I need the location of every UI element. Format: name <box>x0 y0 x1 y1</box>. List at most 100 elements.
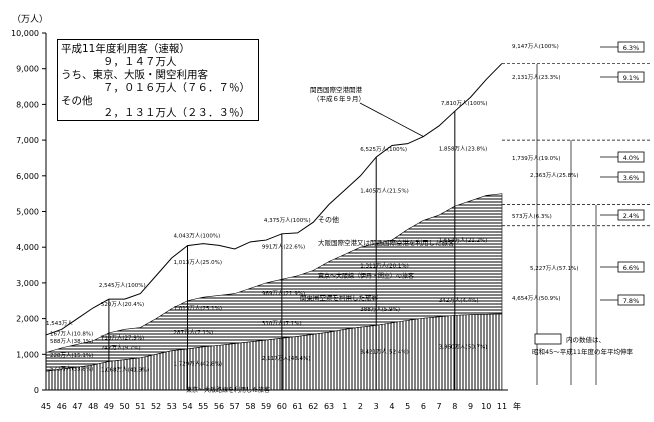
series-label-other: その他 <box>318 215 339 224</box>
x-tick-label-9: 54 <box>182 402 192 411</box>
data-label-2-4: 1,729万人(42.8%) <box>174 360 223 367</box>
legend-text-2: 昭和45～平成11年度の年平均伸率 <box>532 347 634 356</box>
data-label-1-2: 710万人(27.9%) <box>101 334 144 341</box>
data-label-3-3: 310万人(7.1%) <box>262 320 302 327</box>
data-label-1-1: 520万人(20.4%) <box>101 301 144 308</box>
y-tick-label-7: 7,000 <box>16 136 39 145</box>
y-tick-label-5: 5,000 <box>16 208 39 217</box>
right-label-4: 573万人(6.3%) <box>512 213 552 220</box>
rate-value-6: 7.8% <box>623 297 640 305</box>
x-tick-label-12: 57 <box>230 402 240 411</box>
x-tick-label-4: 49 <box>104 402 114 411</box>
series-label-kanto: 関東圏空港を利用した旅客 <box>300 293 379 302</box>
data-label-5-3: 342万人(4.4%) <box>439 297 479 304</box>
rate-value-4: 2.4% <box>623 212 640 220</box>
x-tick-label-17: 62 <box>308 402 318 411</box>
right-label-3: 2,363万人(25.8%) <box>530 172 579 179</box>
x-tick-label-22: 4 <box>389 402 394 411</box>
series-label-tokyo-osaka-short: 東京～大阪線（伊丹・関空）の旅客 <box>318 272 414 280</box>
x-tick-label-28: 10 <box>481 402 491 411</box>
right-label-6: 4,654万人(50.9%) <box>512 295 561 302</box>
data-label-1-0: 2,545万人(100%) <box>99 282 146 289</box>
y-tick-label-10: 10,000 <box>11 29 39 38</box>
x-tick-label-1: 46 <box>57 402 67 411</box>
rate-value-0: 6.3% <box>623 44 640 52</box>
rate-value-2: 4.0% <box>623 154 640 162</box>
x-tick-label-15: 60 <box>277 402 287 411</box>
area-total-other <box>46 63 502 353</box>
x-tick-label-27: 9 <box>468 402 473 411</box>
x-tick-label-25: 7 <box>437 402 442 411</box>
x-tick-label-21: 3 <box>374 402 379 411</box>
data-label-5-1: 1,858万人(23.8%) <box>439 146 488 153</box>
x-tick-label-26: 8 <box>452 402 457 411</box>
x-tick-label-13: 58 <box>245 402 255 411</box>
x-tick-label-6: 51 <box>135 402 145 411</box>
data-label-2-3: 287万人(7.1%) <box>174 329 214 336</box>
rate-value-5: 6.6% <box>623 264 640 272</box>
label-kansai-open-date: （平成６年９月） <box>313 94 365 103</box>
x-tick-label-16: 61 <box>292 402 302 411</box>
x-tick-label-10: 55 <box>198 402 208 411</box>
rate-value-3: 3.6% <box>623 174 640 182</box>
x-tick-label-20: 2 <box>358 402 363 411</box>
data-label-2-0: 4,043万人(100%) <box>174 233 221 240</box>
y-tick-label-6: 6,000 <box>16 172 39 181</box>
right-label-1: 2,131万人(23.3%) <box>512 74 561 81</box>
data-label-4-3: 388万人(5.9%) <box>360 306 400 313</box>
x-tick-label-0: 45 <box>41 402 51 411</box>
data-label-3-2: 969万人(21.9%) <box>262 290 305 297</box>
y-tick-label-3: 3,000 <box>16 279 39 288</box>
data-label-5-2: 1,653万人(21.2%) <box>439 237 488 244</box>
arrow-kansai-open <box>359 102 424 137</box>
summary-title: 平成11年度利用客（速報） <box>61 43 190 55</box>
x-tick-label-19: 1 <box>342 402 347 411</box>
data-label-4-0: 6,525万人(100%) <box>360 146 407 153</box>
x-tick-label-3: 48 <box>88 402 98 411</box>
label-kansai-open: 関西国際空港開港 <box>310 85 363 94</box>
summary-tokyo-osaka-label: うち、東京、大阪・関空利用客 <box>61 69 208 81</box>
legend-text-1: 内の数値は、 <box>566 335 605 344</box>
x-tick-label-11: 56 <box>214 402 224 411</box>
data-label-1-3: 247万人(9.7%) <box>101 344 141 351</box>
right-label-2: 1,739万人(19.0%) <box>512 155 561 162</box>
y-tick-label-9: 9,000 <box>16 65 39 74</box>
rate-value-1: 9.1% <box>623 74 640 82</box>
x-tick-label-18: 63 <box>324 402 334 411</box>
x-tick-label-24: 6 <box>421 402 426 411</box>
x-tick-label-7: 52 <box>151 402 161 411</box>
data-label-4-2: 1,311万人(20.1%) <box>360 262 409 269</box>
summary-other-label: その他 <box>61 95 93 107</box>
series-label-tokyo-osaka: 東京～大阪路線を利用した旅客 <box>186 386 270 394</box>
data-label-0-0: 1,543万人 <box>46 320 73 327</box>
data-label-5-4: 3,960万人(50.7%) <box>439 344 488 351</box>
summary-total: ９，１４７万人 <box>103 56 177 68</box>
data-label-0-3: 228万人(15.1%) <box>50 352 93 359</box>
summary-tokyo-osaka-value: ７，０１６万人（７６．７％） <box>103 82 250 94</box>
y-tick-label-0: 0 <box>34 386 39 395</box>
y-axis-unit: （万人） <box>12 14 48 25</box>
y-tick-label-1: 1,000 <box>16 350 39 359</box>
x-tick-label-14: 59 <box>261 402 271 411</box>
series-label-kansai: 大阪国際空港又は関西国際空港を利用した旅客 <box>318 238 455 247</box>
x-axis-title: 年 <box>513 401 521 411</box>
data-label-0-4: 522万人(33.8%) <box>50 366 93 373</box>
data-label-1-4: 1,068万人(41.9%) <box>101 367 150 374</box>
data-label-2-1: 1,013万人(25.0%) <box>174 259 223 266</box>
data-label-3-1: 991万人(22.6%) <box>262 244 305 251</box>
summary-other-value: ２，１３１万人（２３．３％） <box>103 107 250 119</box>
y-tick-label-2: 2,000 <box>16 315 39 324</box>
x-tick-label-5: 50 <box>120 402 130 411</box>
data-label-0-2: 588万人(38.1%) <box>50 338 93 345</box>
y-tick-label-8: 8,000 <box>16 100 39 109</box>
data-label-3-4: 2,117万人(48.4%) <box>262 355 311 362</box>
data-label-4-1: 1,405万人(21.5%) <box>360 187 409 194</box>
right-label-0: 9,147万人(100%) <box>512 43 559 50</box>
x-tick-label-8: 53 <box>167 402 177 411</box>
data-label-5-0: 7,810万人(100%) <box>441 100 488 107</box>
data-label-0-1: 167万人(10.8%) <box>50 331 93 338</box>
y-tick-label-4: 4,000 <box>16 243 39 252</box>
x-tick-label-23: 5 <box>405 402 410 411</box>
data-label-3-0: 4,375万人(100%) <box>264 217 311 224</box>
